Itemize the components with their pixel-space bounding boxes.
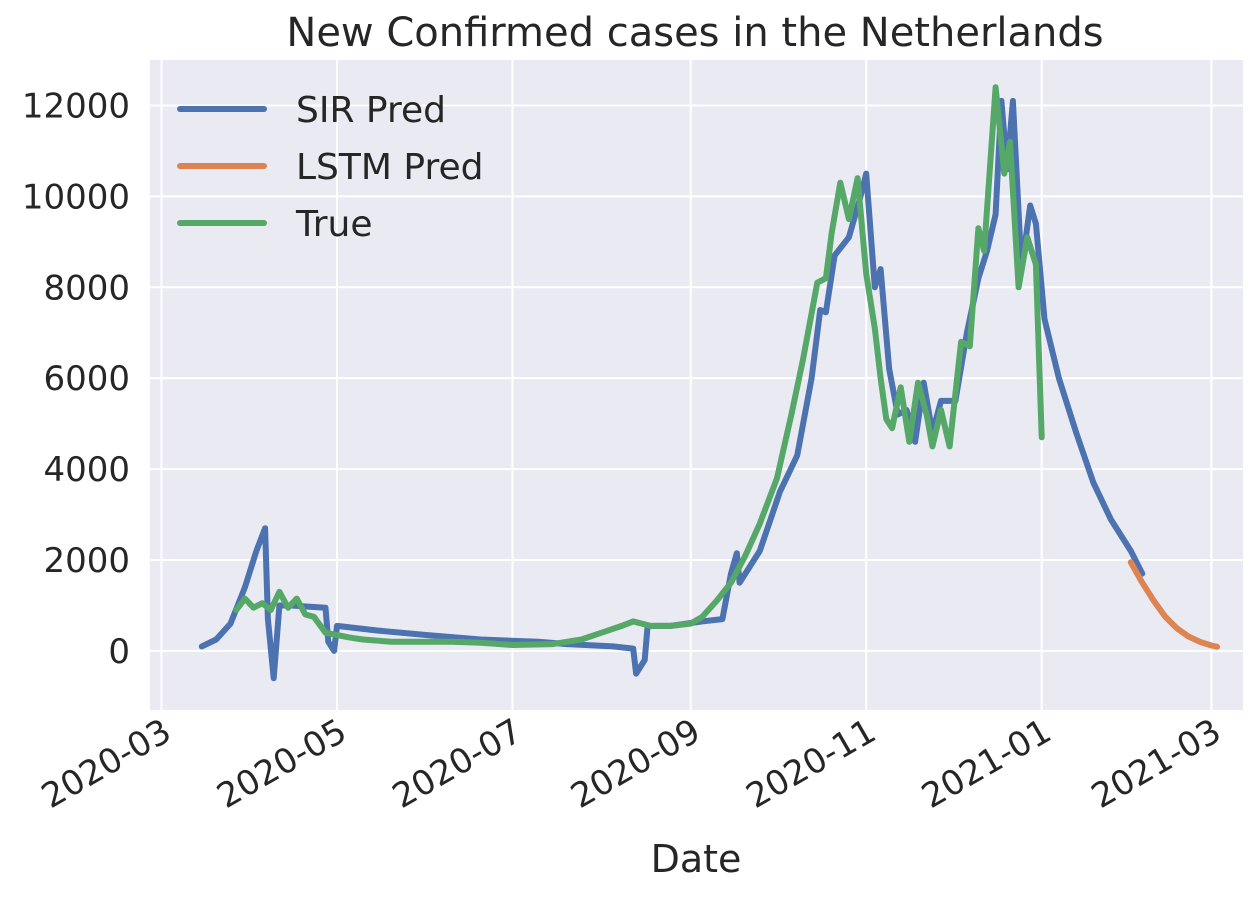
x-tick-label: 2020-05: [210, 711, 353, 817]
x-tick-label: 2020-09: [564, 711, 707, 817]
series-line-lstm-pred: [1127, 559, 1221, 650]
grid: [150, 60, 1243, 710]
y-tick-label: 10000: [22, 177, 130, 217]
series-line-true: [233, 84, 1045, 648]
x-axis: 2020-03 2020-05 2020-07 2020-09 2020-11 2021-…: [35, 711, 1228, 817]
x-tick-label: 2020-03: [35, 711, 178, 817]
y-tick-label: 8000: [43, 268, 130, 308]
x-axis-label: Date: [651, 837, 742, 881]
y-axis: 0 2000 4000 6000 8000 10000 12000: [22, 86, 130, 671]
y-tick-label: 6000: [43, 359, 130, 399]
y-tick-label: 2000: [43, 541, 130, 581]
legend-label: SIR Pred: [296, 90, 446, 131]
y-tick-label: 4000: [43, 450, 130, 490]
legend-label: LSTM Pred: [296, 147, 484, 188]
chart-title: New Confirmed cases in the Netherlands: [286, 10, 1103, 56]
x-tick-label: 2020-11: [740, 711, 883, 817]
series-lines: [198, 84, 1221, 682]
x-tick-label: 2021-03: [1085, 711, 1228, 817]
y-tick-label: 0: [108, 632, 130, 672]
y-tick-label: 12000: [22, 86, 130, 126]
legend: SIR Pred LSTM Pred True: [177, 90, 484, 245]
x-tick-label: 2021-01: [915, 711, 1058, 817]
legend-label: True: [295, 204, 372, 245]
x-tick-label: 2020-07: [386, 711, 529, 817]
